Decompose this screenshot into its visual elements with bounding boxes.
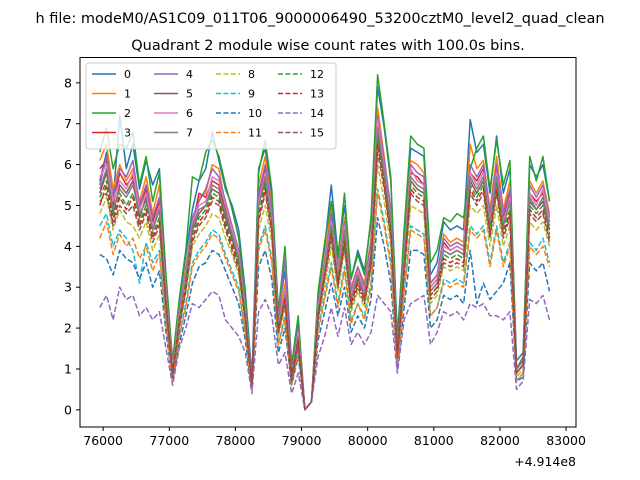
x-tick-label: 76000 (83, 433, 123, 448)
legend-label-3: 3 (124, 127, 131, 140)
legend-label-15: 15 (310, 127, 324, 140)
x-tick-label: 79000 (282, 433, 322, 448)
legend-label-9: 9 (248, 88, 255, 101)
x-tick-label: 81000 (414, 433, 454, 448)
legend-label-11: 11 (248, 127, 262, 140)
legend-label-14: 14 (310, 107, 324, 120)
legend-label-12: 12 (310, 68, 324, 81)
legend-label-7: 7 (186, 127, 193, 140)
x-tick-label: 82000 (480, 433, 520, 448)
y-tick-label: 5 (64, 198, 72, 213)
x-tick-label: 83000 (546, 433, 586, 448)
y-tick-label: 1 (64, 361, 72, 376)
legend-label-8: 8 (248, 68, 255, 81)
legend-label-1: 1 (124, 88, 131, 101)
x-tick-label: 77000 (149, 433, 189, 448)
legend-label-4: 4 (186, 68, 193, 81)
axes-frame (79, 57, 577, 428)
series-line-11 (99, 192, 551, 411)
y-tick-label: 7 (64, 116, 72, 131)
legend-label-13: 13 (310, 88, 324, 101)
series-line-2 (99, 73, 551, 411)
series-line-9 (99, 188, 551, 411)
x-offset-label: +4.914e8 (514, 454, 576, 469)
y-tick-label: 4 (64, 239, 72, 254)
y-tick-label: 2 (64, 321, 72, 336)
legend-label-6: 6 (186, 107, 193, 120)
figure-suptitle: h file: modeM0/AS1C09_011T06_9000006490_… (35, 11, 604, 27)
y-tick-label: 8 (64, 75, 72, 90)
legend-box (85, 62, 337, 150)
series-line-14 (99, 286, 551, 411)
legend-label-0: 0 (124, 68, 131, 81)
series-line-15 (99, 151, 551, 411)
y-tick-label: 0 (64, 402, 72, 417)
legend-label-10: 10 (248, 107, 262, 120)
y-tick-label: 6 (64, 157, 72, 172)
ticks-layer: 76000 77000 78000 79000 80000 81000 82000 83000… (64, 75, 586, 448)
series-layer (99, 73, 551, 411)
x-tick-label: 80000 (348, 433, 388, 448)
y-tick-label: 3 (64, 280, 72, 295)
chart-title: Quadrant 2 module wise count rates with … (131, 38, 525, 54)
x-tick-label: 78000 (216, 433, 256, 448)
legend-label-2: 2 (124, 107, 131, 120)
legend-label-5: 5 (186, 88, 193, 101)
